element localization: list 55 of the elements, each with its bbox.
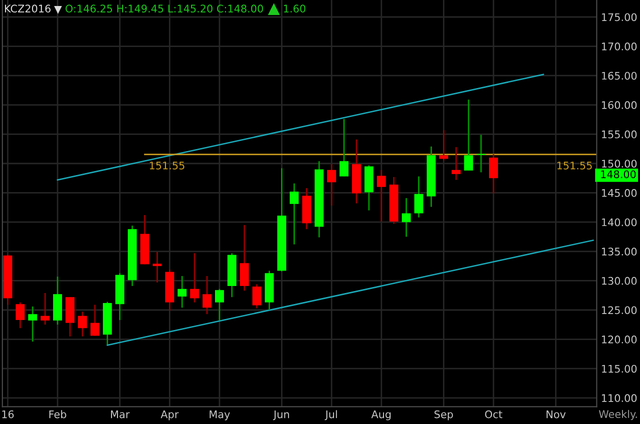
candlestick — [290, 182, 299, 246]
x-tick-label: May — [210, 410, 230, 420]
candlestick — [476, 134, 486, 173]
candlestick — [28, 306, 38, 342]
candlestick — [40, 292, 50, 326]
x-tick-label: Apr — [160, 410, 179, 420]
y-tick-label: 155.00 — [602, 130, 637, 138]
candlestick — [190, 252, 200, 304]
candlestick — [402, 197, 411, 238]
candlestick — [252, 284, 262, 309]
data-label: 151.55 — [557, 162, 592, 170]
candlestick — [439, 129, 448, 162]
annotation: 148.00 — [601, 170, 636, 178]
y-tick-label: 125.00 — [602, 306, 637, 314]
candlestick — [489, 153, 498, 194]
data-label: 151.55 — [150, 162, 184, 170]
candlestick — [240, 224, 249, 292]
chart-subtitle: O:146.25 H:149.45 L:145.20 C:148.00 — [66, 4, 263, 13]
y-tick-label: 160.00 — [602, 101, 637, 110]
y-tick-label: 130.00 — [602, 276, 637, 285]
y-tick-label: 145.00 — [602, 189, 637, 197]
text: Weekly. — [598, 410, 637, 420]
candlestick — [452, 146, 461, 181]
y-tick-label: 120.00 — [602, 336, 637, 344]
candlestick — [327, 163, 336, 206]
x-tick-label: Nov — [546, 410, 566, 418]
candlestick — [214, 288, 224, 322]
candlestick — [414, 176, 424, 218]
candlestick — [340, 118, 349, 178]
y-tick-label: 150.00 — [602, 160, 637, 168]
y-tick-label: 115.00 — [602, 364, 637, 373]
candlestick — [178, 275, 187, 308]
x-tick-label: Feb — [49, 410, 66, 418]
x-tick-label: Jun — [273, 410, 290, 420]
annotation: 1.60 — [284, 4, 306, 13]
x-tick-label: Oct — [485, 410, 502, 418]
candlestick — [202, 275, 212, 315]
candlestick — [78, 311, 87, 338]
y-tick-label: 110.00 — [602, 394, 637, 402]
candlestick — [376, 169, 386, 222]
candlestick — [152, 251, 162, 284]
candlestick — [464, 98, 474, 172]
y-tick-label: 170.00 — [602, 42, 637, 50]
x-tick-label: Sep — [434, 410, 453, 420]
y-tick-label: 165.00 — [602, 72, 637, 80]
x-tick-label: Aug — [371, 410, 391, 420]
x-tick-label: Mar — [111, 410, 130, 418]
x-tick-label: Jul — [324, 410, 337, 420]
candlestick — [90, 304, 100, 336]
chart-title: KCZ2016 — [5, 4, 51, 13]
y-tick-label: 135.00 — [602, 248, 637, 256]
candlestick — [16, 302, 25, 329]
x-tick-label: 16 — [2, 410, 14, 418]
y-tick-label: 175.00 — [602, 13, 637, 22]
y-tick-label: 140.00 — [602, 218, 637, 226]
